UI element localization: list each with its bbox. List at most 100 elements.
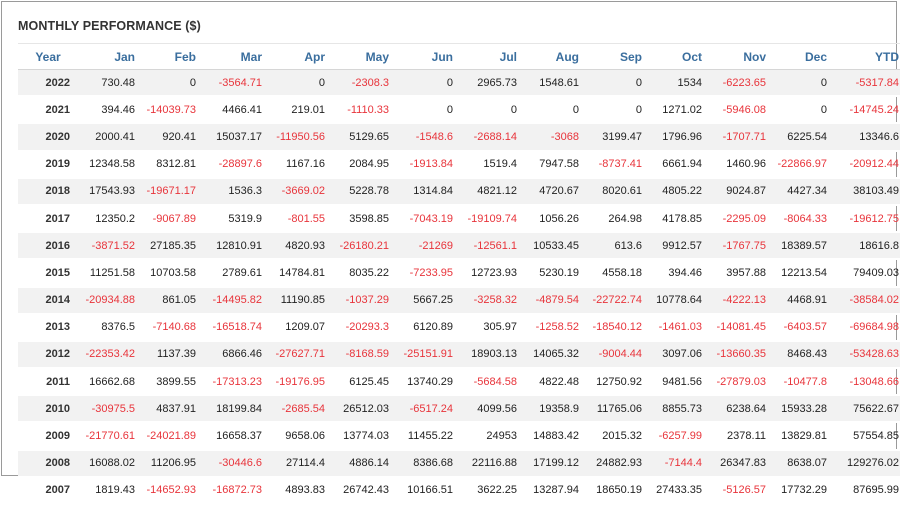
month-value-cell: -2308.3 (329, 69, 393, 98)
month-value-cell: -6257.99 (646, 422, 706, 451)
month-value-cell: -19671.17 (139, 177, 200, 206)
month-value-cell: 14784.81 (266, 259, 329, 288)
ytd-cell: 87695.99 (831, 476, 900, 505)
month-value-cell: -27879.03 (706, 368, 770, 397)
column-header-jan: Jan (78, 43, 139, 70)
month-value-cell: 0 (583, 96, 646, 125)
month-value-cell: 219.01 (266, 96, 329, 125)
month-value-cell: 1519.4 (457, 150, 521, 179)
month-value-cell: -3871.52 (78, 232, 139, 261)
month-value-cell: 9024.87 (706, 177, 770, 206)
month-value-cell: 26512.03 (329, 395, 393, 424)
month-value-cell: 16088.02 (78, 449, 139, 478)
month-value-cell: 0 (521, 96, 583, 125)
month-value-cell: -17313.23 (200, 368, 266, 397)
month-value-cell: 0 (393, 69, 457, 98)
year-cell: 2015 (18, 259, 78, 288)
table-body: 2022 730.48 0 -3564.71 0 -2308.3 0 2965.73 1548.… (18, 69, 900, 505)
panel-title: MONTHLY PERFORMANCE ($) (18, 19, 201, 33)
month-value-cell: 3957.88 (706, 259, 770, 288)
column-header-nov: Nov (706, 43, 770, 70)
month-value-cell: -14081.45 (706, 313, 770, 342)
month-value-cell: -19109.74 (457, 204, 521, 234)
month-value-cell: 17732.29 (770, 476, 831, 505)
month-value-cell: -5684.58 (457, 368, 521, 397)
month-value-cell: -4879.54 (521, 286, 583, 315)
column-header-feb: Feb (139, 43, 200, 70)
year-cell: 2014 (18, 286, 78, 315)
month-value-cell: 4468.91 (770, 286, 831, 315)
month-value-cell: -14495.82 (200, 286, 266, 315)
month-value-cell: 4822.48 (521, 368, 583, 397)
month-value-cell: -1110.33 (329, 96, 393, 125)
month-value-cell: 2015.32 (583, 422, 646, 451)
ytd-cell: -19612.75 (831, 204, 900, 234)
month-value-cell: 920.41 (139, 123, 200, 152)
month-value-cell: 4178.85 (646, 204, 706, 234)
month-value-cell: 5228.78 (329, 177, 393, 206)
month-value-cell: 15933.28 (770, 395, 831, 424)
month-value-cell: -30975.5 (78, 395, 139, 424)
month-value-cell: -2685.54 (266, 395, 329, 424)
month-value-cell: 26742.43 (329, 476, 393, 505)
month-value-cell: -2295.09 (706, 204, 770, 234)
month-value-cell: 8312.81 (139, 150, 200, 179)
month-value-cell: 14065.32 (521, 340, 583, 370)
table-row: 2016 -3871.52 27185.35 12810.91 4820.93 -2618… (18, 232, 900, 261)
month-value-cell: -22722.74 (583, 286, 646, 315)
month-value-cell: 2789.61 (200, 259, 266, 288)
month-value-cell: 4558.18 (583, 259, 646, 288)
ytd-cell: 13346.6 (831, 123, 900, 152)
table-row: 2007 1819.43 -14652.93 -16872.73 4893.83 2674… (18, 476, 900, 505)
month-value-cell: 26347.83 (706, 449, 770, 478)
month-value-cell: 6225.54 (770, 123, 831, 152)
month-value-cell: 5319.9 (200, 204, 266, 234)
month-value-cell: -8737.41 (583, 150, 646, 179)
month-value-cell: 13829.81 (770, 422, 831, 451)
month-value-cell: -3068 (521, 123, 583, 152)
table-row: 2008 16088.02 11206.95 -30446.6 27114.4 4886.… (18, 449, 900, 478)
month-value-cell: 4837.91 (139, 395, 200, 424)
month-value-cell: 27185.35 (139, 232, 200, 261)
month-value-cell: -22353.42 (78, 340, 139, 370)
month-value-cell: 5129.65 (329, 123, 393, 152)
month-value-cell: 2084.95 (329, 150, 393, 179)
table-row: 2010 -30975.5 4837.91 18199.84 -2685.54 26512… (18, 395, 900, 424)
month-value-cell: 2378.11 (706, 422, 770, 451)
month-value-cell: 394.46 (646, 259, 706, 288)
month-value-cell: 4466.41 (200, 96, 266, 125)
month-value-cell: -5946.08 (706, 96, 770, 125)
month-value-cell: 3899.55 (139, 368, 200, 397)
month-value-cell: 394.46 (78, 96, 139, 125)
month-value-cell: -26180.21 (329, 232, 393, 261)
month-value-cell: 24882.93 (583, 449, 646, 478)
month-value-cell: -801.55 (266, 204, 329, 234)
month-value-cell: 13287.94 (521, 476, 583, 505)
month-value-cell: 27433.35 (646, 476, 706, 505)
month-value-cell: 4886.14 (329, 449, 393, 478)
ytd-cell: 57554.85 (831, 422, 900, 451)
month-value-cell: -16872.73 (200, 476, 266, 505)
month-value-cell: -20293.3 (329, 313, 393, 342)
column-header-jul: Jul (457, 43, 521, 70)
year-cell: 2012 (18, 340, 78, 370)
month-value-cell: -8064.33 (770, 204, 831, 234)
table-row: 2012 -22353.42 1137.39 6866.46 -27627.71 -816… (18, 340, 900, 370)
year-cell: 2007 (18, 476, 78, 505)
month-value-cell: 4720.67 (521, 177, 583, 206)
month-value-cell: 2965.73 (457, 69, 521, 98)
month-value-cell: 1271.02 (646, 96, 706, 125)
year-cell: 2017 (18, 204, 78, 234)
month-value-cell: 8855.73 (646, 395, 706, 424)
ytd-cell: -13048.66 (831, 368, 900, 397)
month-value-cell: 1167.16 (266, 150, 329, 179)
month-value-cell: -7140.68 (139, 313, 200, 342)
table-row: 2009 -21770.61 -24021.89 16658.37 9658.06 137… (18, 422, 900, 451)
year-cell: 2013 (18, 313, 78, 342)
ytd-cell: 129276.02 (831, 449, 900, 478)
month-value-cell: 8376.5 (78, 313, 139, 342)
year-cell: 2020 (18, 123, 78, 152)
month-value-cell: -28897.6 (200, 150, 266, 179)
month-value-cell: 12350.2 (78, 204, 139, 234)
